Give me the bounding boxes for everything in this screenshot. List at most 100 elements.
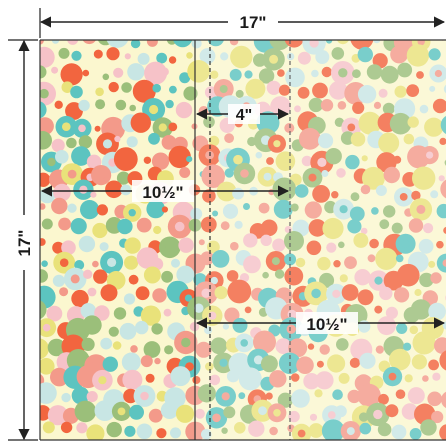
fabric-dot	[238, 367, 262, 391]
fabric-dot	[334, 117, 345, 128]
fabric-dot	[436, 253, 446, 273]
fabric-dot	[332, 389, 343, 401]
fabric-dot	[331, 47, 345, 60]
fabric-dot	[420, 419, 437, 436]
fabric-dot	[266, 157, 274, 165]
fabric-dot	[443, 226, 446, 234]
fabric-dot	[382, 102, 395, 115]
fabric-dot	[82, 40, 96, 45]
fabric-dot	[329, 81, 348, 100]
fabric-dot	[151, 152, 170, 170]
fabric-dot	[234, 422, 246, 434]
fabric-dot	[53, 183, 71, 202]
fabric-dot	[278, 84, 291, 96]
fabric-dot	[344, 256, 357, 269]
fabric-dot	[439, 424, 446, 440]
fabric-dot	[59, 287, 69, 297]
fabric-dot	[128, 274, 139, 285]
fabric-dot	[294, 184, 309, 198]
fabric-dot	[360, 184, 371, 195]
fabric-dot	[349, 357, 360, 368]
fabric-dot	[265, 392, 273, 400]
fabric-dot	[40, 65, 47, 79]
fabric-dot	[220, 52, 229, 61]
fabric-dot	[115, 99, 127, 111]
fabric-dot	[223, 406, 236, 419]
fabric-dot	[151, 323, 163, 335]
fabric-dot-center	[47, 157, 56, 167]
fabric-dot-center	[311, 288, 321, 299]
fabric-dot	[440, 116, 446, 134]
fabric-dot	[129, 404, 144, 420]
fabric-dot-center	[181, 337, 191, 348]
fabric-dot	[40, 338, 49, 360]
fabric-dot	[40, 300, 47, 320]
fabric-dot	[234, 220, 243, 229]
fabric-dot	[439, 137, 446, 145]
fabric-dot	[439, 350, 446, 371]
fabric-dot-center	[273, 140, 281, 148]
fabric-dot	[113, 67, 124, 78]
fabric-dot	[260, 219, 278, 237]
fabric-dot	[224, 307, 240, 323]
fabric-dot	[430, 190, 439, 199]
fabric-dot	[51, 40, 60, 44]
fabric-dot	[130, 40, 141, 49]
fabric-dot	[148, 132, 160, 145]
fabric-dot-center	[62, 122, 71, 131]
fabric-dot	[352, 101, 365, 114]
fabric-dot	[58, 47, 70, 59]
fabric-dot	[146, 199, 165, 219]
fabric-dot	[338, 241, 345, 249]
fabric-dot	[375, 345, 384, 354]
fabric-dot	[83, 269, 93, 279]
fabric-dot	[377, 422, 392, 437]
fabric-dot	[55, 150, 69, 164]
fold-lines	[39, 39, 446, 441]
fabric-dot	[316, 360, 324, 368]
fabric-dot	[58, 217, 71, 231]
fabric-dot	[227, 279, 252, 304]
fabric-dot	[92, 222, 108, 239]
fabric-dot	[67, 203, 77, 213]
fabric-dot	[199, 48, 216, 64]
fabric-dot	[211, 250, 230, 268]
fabric-dot	[371, 207, 379, 215]
fabric-dot	[78, 235, 96, 253]
fabric-dot	[222, 203, 239, 219]
fabric-dot	[325, 40, 333, 44]
fabric-dot-center	[417, 40, 425, 46]
fabric-dot	[210, 70, 219, 79]
fabric-dot	[112, 341, 122, 350]
fabric-dot	[116, 171, 131, 185]
fabric-dot	[266, 80, 281, 95]
fabric-dot-center	[399, 193, 408, 201]
fabric-dot	[47, 405, 68, 426]
fabric-dot	[179, 167, 191, 178]
left-dimension: 17"	[8, 39, 38, 441]
fabric-dot-center	[233, 154, 243, 165]
lower-label-bg	[296, 312, 358, 334]
fabric-dot	[378, 88, 388, 98]
fabric-dot-center	[174, 221, 185, 232]
fabric-dot	[331, 191, 339, 199]
fabric-dot	[70, 218, 87, 235]
fabric-dot	[308, 219, 327, 237]
fabric-dot	[186, 52, 193, 59]
fabric-dot	[127, 63, 145, 81]
fabric-dot	[290, 373, 300, 382]
fabric-dot	[210, 337, 228, 355]
fabric-dot	[298, 127, 321, 150]
fabric-dot	[153, 225, 162, 235]
fabric-dot	[406, 44, 430, 67]
fabric-dot-center	[308, 173, 317, 182]
fabric-dot	[121, 352, 141, 372]
fabric-dot	[354, 269, 371, 286]
fabric-dot	[230, 241, 239, 251]
fabric-dot	[226, 270, 239, 282]
fabric-dot	[411, 354, 427, 370]
fabric-dot-center	[401, 239, 410, 248]
fabric-dot	[40, 187, 56, 204]
fabric-dot	[152, 288, 167, 303]
